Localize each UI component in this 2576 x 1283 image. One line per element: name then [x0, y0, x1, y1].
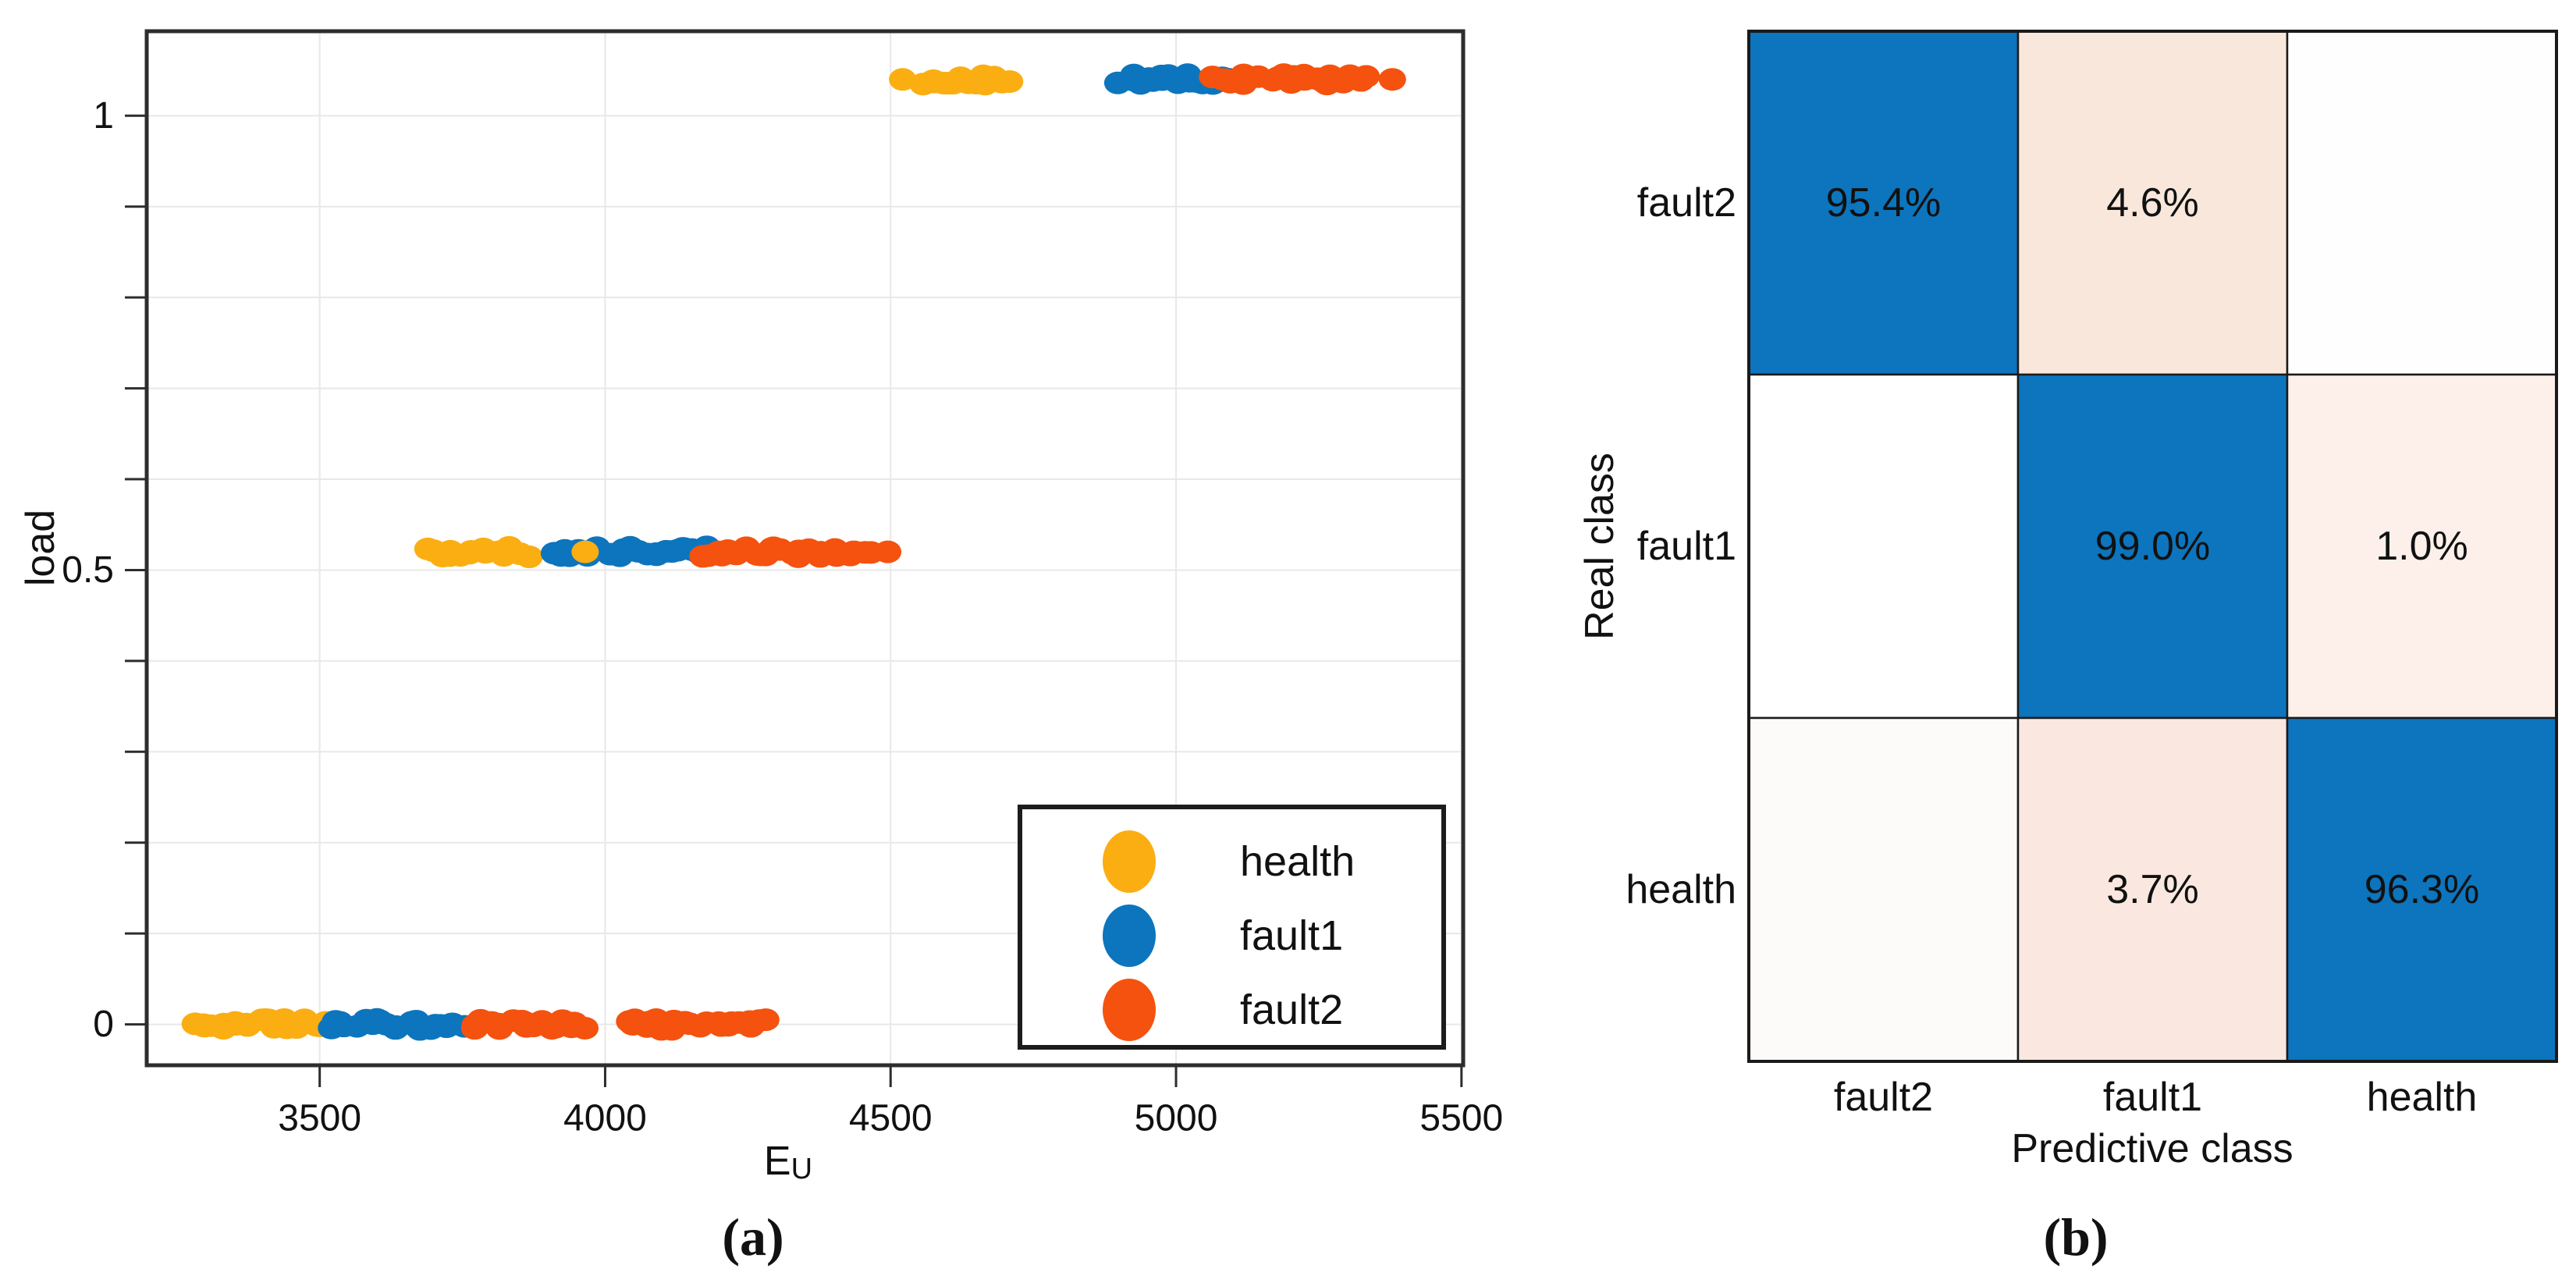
matrix-row-label-fault1: fault1 — [1637, 524, 1736, 569]
matrix-cell-health-fault1 — [2016, 716, 2289, 1063]
scatter-point-health — [889, 68, 917, 91]
confusion-matrix-class-labels: fault2 fault1 health fault2 fault1 health — [1626, 180, 2477, 1120]
y-tick-label: 0 — [93, 1004, 114, 1045]
legend-entry-health: health — [1103, 830, 1355, 893]
matrix-x-axis-label: Predictive class — [2011, 1126, 2293, 1171]
x-tick-label: 5000 — [1135, 1098, 1218, 1139]
matrix-cell-health-health — [2286, 716, 2558, 1063]
scatter-point-fault2 — [571, 1016, 599, 1040]
legend-label-health: health — [1240, 838, 1355, 885]
x-tick-label: 4000 — [563, 1098, 647, 1139]
legend: health fault1 fault2 — [1018, 805, 1446, 1050]
scatter-point-health — [571, 540, 599, 563]
caption-a: (a) — [722, 1207, 783, 1267]
scatter-ticks — [125, 114, 1463, 1087]
confusion-matrix-panel: 95.4% 4.6% 99.0% 1.0% 3.7% 96.3% fault2 fault1… — [1577, 30, 2558, 1267]
x-tick-label: 5500 — [1419, 1098, 1503, 1139]
matrix-cell-value: 4.6% — [2106, 180, 2199, 226]
x-tick-label: 3500 — [278, 1098, 361, 1139]
matrix-row-label-health: health — [1626, 867, 1736, 912]
health-marker-icon — [1103, 830, 1156, 893]
scatter-tick-labels: 0 0.5 1 3500 4000 4500 5000 5500 — [62, 95, 1503, 1139]
x-axis-label: EU — [764, 1139, 812, 1185]
fault2-marker-icon — [1103, 979, 1156, 1041]
legend-label-fault1: fault1 — [1240, 912, 1343, 959]
y-tick-label: 1 — [93, 95, 114, 137]
confusion-matrix-cells: 95.4% 4.6% 99.0% 1.0% 3.7% 96.3% — [1747, 30, 2558, 1063]
scatter-point-health — [515, 546, 543, 569]
x-tick-label: 4500 — [849, 1098, 933, 1139]
legend-label-fault2: fault2 — [1240, 986, 1343, 1033]
scatter-point-health — [996, 70, 1024, 94]
scatter-point-fault2 — [751, 1008, 780, 1032]
matrix-row-label-fault2: fault2 — [1637, 180, 1736, 226]
matrix-col-label-fault2: fault2 — [1834, 1075, 1933, 1120]
legend-entry-fault2: fault2 — [1103, 979, 1343, 1041]
matrix-cell-fault2-health — [2286, 30, 2558, 376]
matrix-cell-fault2-fault2 — [1747, 30, 2020, 376]
y-axis-label: load — [18, 510, 63, 586]
matrix-cell-value: 3.7% — [2106, 867, 2199, 912]
caption-b: (b) — [2043, 1207, 2108, 1267]
scatter-points — [181, 63, 1406, 1041]
scatter-point-fault2 — [1378, 68, 1406, 91]
matrix-col-label-fault1: fault1 — [2103, 1075, 2202, 1120]
fault1-marker-icon — [1103, 904, 1156, 967]
matrix-cell-value: 1.0% — [2375, 524, 2468, 569]
matrix-cell-value: 95.4% — [1826, 180, 1941, 226]
matrix-cell-value: 96.3% — [2365, 867, 2479, 912]
scatter-point-fault2 — [1352, 65, 1380, 88]
matrix-cell-value: 99.0% — [2095, 524, 2210, 569]
matrix-border — [1747, 30, 2558, 1063]
matrix-cell-fault1-health — [2286, 373, 2558, 720]
scatter-panel: 0 0.5 1 3500 4000 4500 5000 5500 load EU (a) he… — [18, 29, 1503, 1267]
matrix-col-label-health: health — [2367, 1075, 2478, 1120]
matrix-cell-fault1-fault2 — [1747, 373, 2020, 720]
scatter-point-fault2 — [874, 540, 902, 563]
y-tick-label: 0.5 — [62, 549, 114, 591]
plot-border — [144, 29, 1466, 1068]
matrix-y-axis-label: Real class — [1577, 453, 1622, 640]
matrix-cell-health-fault2 — [1747, 716, 2020, 1063]
legend-box — [1018, 805, 1446, 1050]
matrix-cell-fault1-fault1 — [2016, 373, 2289, 720]
legend-entry-fault1: fault1 — [1103, 904, 1343, 967]
